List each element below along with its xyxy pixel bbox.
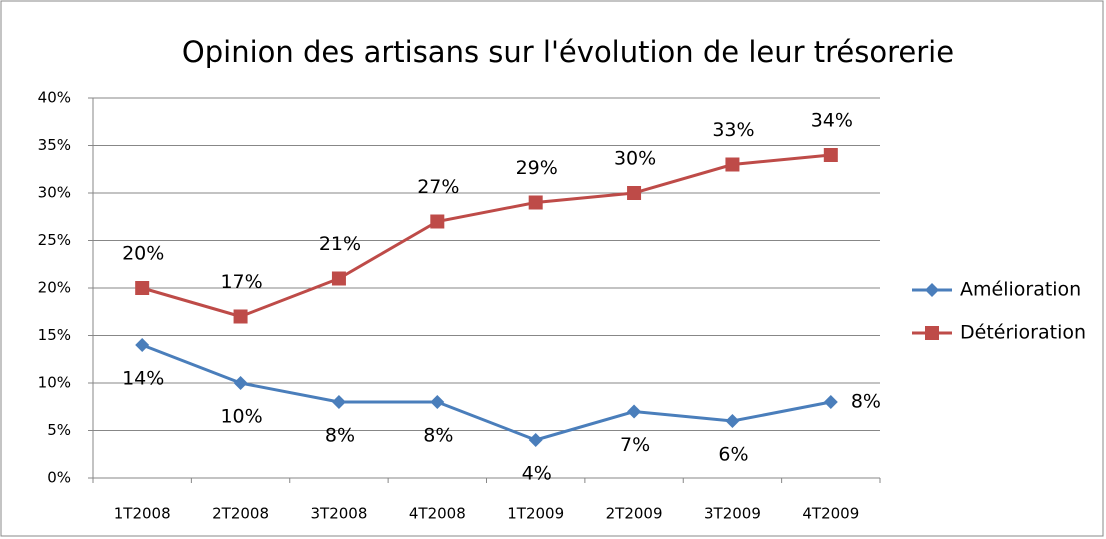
point bbox=[725, 157, 740, 172]
point bbox=[331, 395, 346, 409]
data-label: 27% bbox=[417, 176, 459, 198]
y-tick-label: 5% bbox=[47, 421, 71, 439]
legend-marker bbox=[925, 283, 939, 297]
x-tick-label: 4T2008 bbox=[409, 505, 466, 523]
legend-label: Amélioration bbox=[960, 279, 1081, 301]
data-label: 6% bbox=[718, 444, 748, 466]
point bbox=[627, 404, 642, 419]
x-tick-label: 1T2008 bbox=[114, 505, 171, 523]
point bbox=[725, 414, 740, 428]
point bbox=[430, 395, 445, 409]
data-label: 17% bbox=[220, 271, 262, 293]
series-line bbox=[141, 153, 831, 319]
point bbox=[233, 376, 248, 390]
legend-label: Détérioration bbox=[960, 322, 1086, 344]
x-tick-label: 4T2009 bbox=[802, 505, 859, 523]
point bbox=[627, 186, 642, 200]
y-tick-label: 25% bbox=[38, 231, 71, 249]
data-label: 30% bbox=[614, 148, 656, 170]
x-tick-label: 2T2008 bbox=[212, 505, 269, 523]
x-tick-label: 3T2009 bbox=[704, 505, 761, 523]
x-tick-label: 3T2008 bbox=[310, 505, 367, 523]
point bbox=[430, 214, 445, 229]
y-tick-label: 30% bbox=[38, 184, 71, 202]
x-tick-label: 1T2009 bbox=[507, 505, 564, 523]
data-label: 7% bbox=[620, 434, 650, 456]
data-label: 8% bbox=[325, 425, 355, 447]
x-tick-label: 2T2009 bbox=[606, 505, 663, 523]
data-label: 8% bbox=[851, 391, 881, 413]
point bbox=[528, 195, 543, 210]
data-label: 33% bbox=[712, 119, 754, 141]
y-tick-label: 0% bbox=[47, 469, 71, 487]
point bbox=[528, 433, 543, 447]
y-tick-label: 35% bbox=[38, 136, 71, 154]
y-tick-label: 40% bbox=[38, 89, 71, 107]
data-label: 8% bbox=[423, 425, 453, 447]
point bbox=[135, 281, 150, 295]
data-label: 21% bbox=[319, 233, 361, 255]
y-tick-label: 20% bbox=[38, 279, 71, 297]
data-label: 20% bbox=[122, 243, 164, 265]
data-label: 34% bbox=[811, 110, 853, 132]
data-label: 10% bbox=[220, 406, 262, 428]
y-tick-label: 15% bbox=[38, 326, 71, 344]
point bbox=[135, 338, 150, 352]
point bbox=[823, 148, 838, 162]
y-tick-label: 10% bbox=[38, 374, 71, 392]
point bbox=[331, 271, 346, 286]
data-label: 14% bbox=[122, 368, 164, 390]
data-label: 29% bbox=[516, 157, 558, 179]
series-line bbox=[141, 343, 832, 442]
legend-marker bbox=[925, 326, 939, 340]
data-label: 4% bbox=[522, 463, 552, 485]
point bbox=[233, 309, 248, 324]
chart-title: Opinion des artisans sur l'évolution de … bbox=[182, 35, 954, 69]
point bbox=[823, 395, 838, 409]
